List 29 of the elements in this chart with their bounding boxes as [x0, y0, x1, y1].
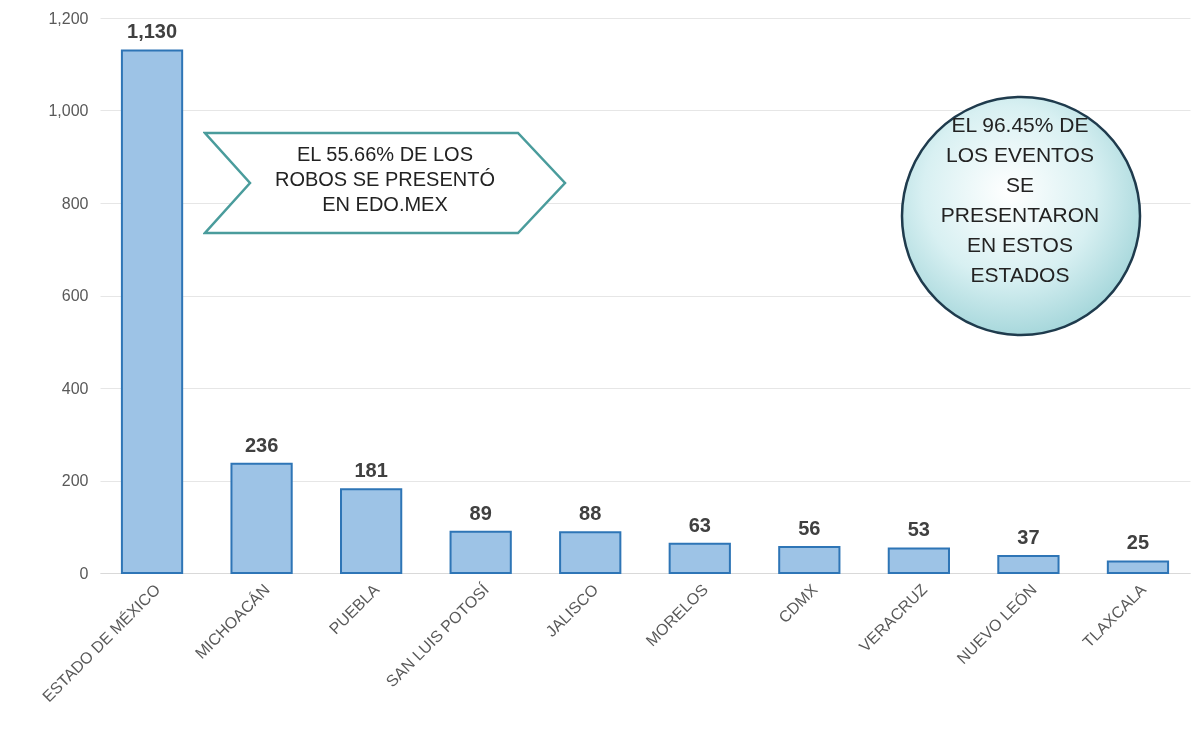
- y-tick-label: 200: [61, 472, 89, 489]
- bar: [340, 488, 403, 574]
- data-label: 63: [688, 513, 711, 536]
- y-tick-label: 1,000: [48, 102, 89, 119]
- data-label: 25: [1126, 531, 1150, 554]
- bar: [668, 542, 731, 574]
- bar: [120, 49, 184, 574]
- data-label: 56: [798, 517, 821, 540]
- data-label: 37: [1017, 525, 1040, 548]
- data-label: 88: [579, 502, 602, 525]
- annotation: EL 96.45% DE LOS EVENTOS SE PRESENTARON EN ESTOS ESTADOS: [939, 112, 1101, 288]
- bar: [887, 547, 950, 574]
- data-label: 236: [244, 433, 279, 456]
- y-tick-label: 800: [61, 194, 89, 212]
- bar: [997, 554, 1060, 574]
- bar: [1106, 560, 1170, 574]
- bar: [778, 546, 841, 574]
- data-label: 181: [354, 459, 388, 482]
- y-tick-label: 600: [61, 287, 89, 304]
- annotation: EL 55.66% DE LOS ROBOS SE PRESENTÓ EN EDO.MEX: [273, 142, 497, 217]
- bar: [449, 530, 512, 574]
- data-label: 53: [907, 518, 930, 541]
- bar: [559, 531, 622, 574]
- y-tick-label: 1,200: [48, 9, 89, 27]
- y-tick-label: 400: [61, 379, 89, 397]
- data-label: 1,130: [127, 20, 178, 43]
- y-tick-label: 0: [79, 564, 89, 582]
- bar: [230, 462, 293, 574]
- data-label: 89: [469, 501, 492, 524]
